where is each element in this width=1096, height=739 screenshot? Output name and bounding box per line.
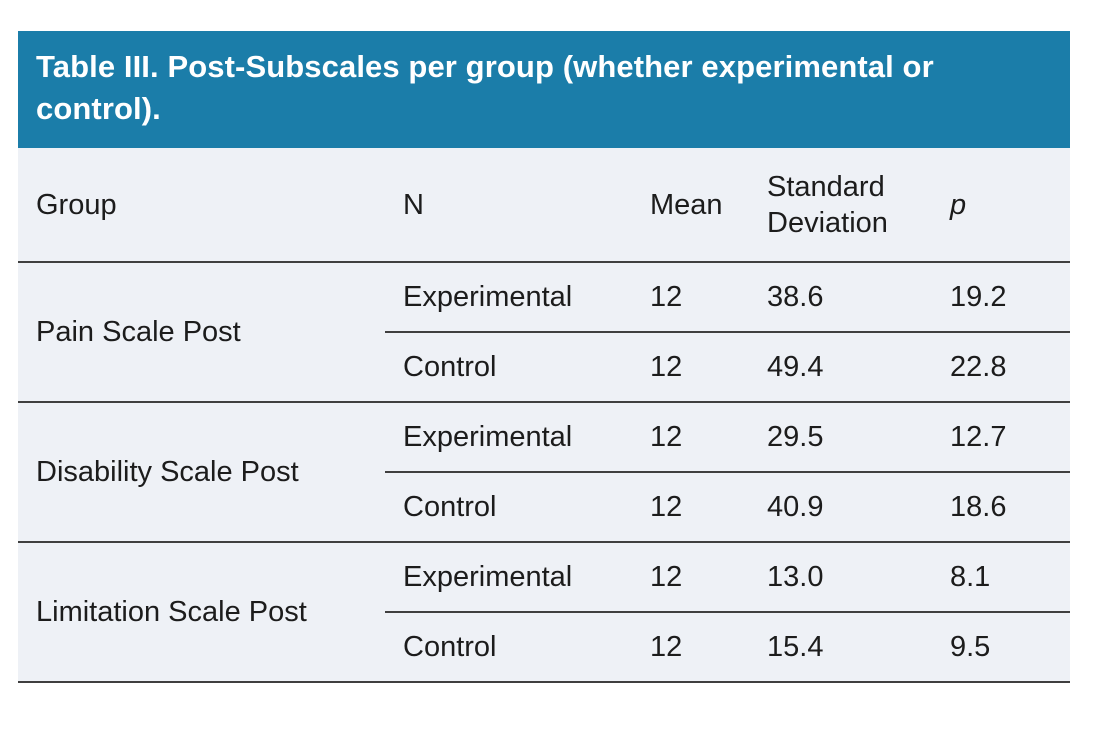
cell-n: 12 <box>632 612 749 683</box>
cell-mean: 13.0 <box>749 542 932 613</box>
cell-n: 12 <box>632 332 749 403</box>
col-header-n: N <box>385 148 632 263</box>
cell-condition: Experimental <box>385 542 632 613</box>
cell-mean: 15.4 <box>749 612 932 683</box>
cell-sd: 18.6 <box>932 472 1070 543</box>
header-row: Group N Mean Standard Deviation p <box>18 148 1070 263</box>
cell-n: 12 <box>632 472 749 543</box>
col-header-p: p <box>932 148 1070 263</box>
table-row: Control 12 40.9 18.6 <box>18 472 1070 543</box>
table-iii-card: Table III. Post-Subscales per group (whe… <box>18 31 1070 683</box>
cell-sd: 22.8 <box>932 332 1070 403</box>
col-header-mean: Mean <box>632 148 749 263</box>
cell-mean: 40.9 <box>749 472 932 543</box>
cell-condition: Control <box>385 612 632 683</box>
cell-condition: Control <box>385 332 632 403</box>
table-row: Control 12 49.4 22.8 <box>18 332 1070 403</box>
group-name-pain-scale-post: Pain Scale Post <box>18 262 385 403</box>
cell-mean: 29.5 <box>749 402 932 473</box>
cell-condition: Experimental <box>385 262 632 333</box>
col-header-standard-deviation: Standard Deviation <box>749 148 932 263</box>
cell-sd: 8.1 <box>932 542 1070 613</box>
cell-n: 12 <box>632 262 749 333</box>
cell-sd: 19.2 <box>932 262 1070 333</box>
table-row: Limitation Scale Post Experimental 12 13… <box>18 542 1070 683</box>
cell-sd: 9.5 <box>932 612 1070 683</box>
col-header-group: Group <box>18 148 385 263</box>
group-name-disability-scale-post: Disability Scale Post <box>18 402 385 543</box>
cell-n: 12 <box>632 542 749 613</box>
table-row: Pain Scale Post Experimental 12 38.6 19.… <box>18 262 1070 403</box>
cell-n: 12 <box>632 402 749 473</box>
cell-sd: 12.7 <box>932 402 1070 473</box>
cell-mean: 49.4 <box>749 332 932 403</box>
group-name-limitation-scale-post: Limitation Scale Post <box>18 542 385 683</box>
cell-condition: Control <box>385 472 632 543</box>
table-row: Disability Scale Post Experimental 12 29… <box>18 402 1070 543</box>
table-title: Table III. Post-Subscales per group (whe… <box>18 31 1070 148</box>
table-row: Control 12 15.4 9.5 <box>18 612 1070 683</box>
cell-mean: 38.6 <box>749 262 932 333</box>
cell-condition: Experimental <box>385 402 632 473</box>
post-subscales-table: Group N Mean Standard Deviation p Pain S… <box>18 148 1070 683</box>
